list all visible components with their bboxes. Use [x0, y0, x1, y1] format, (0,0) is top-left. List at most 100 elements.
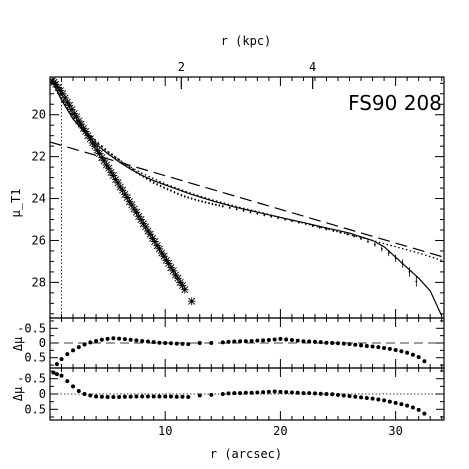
residual-1-point [353, 342, 358, 347]
residual-2-point [312, 391, 317, 396]
residual-1-point [186, 342, 191, 347]
residual-2-point [399, 402, 404, 407]
bulge-star-point [74, 117, 83, 125]
residual-1-point [422, 359, 427, 364]
residual-panel-2: 0.50-0.5 10 20 30 [17, 367, 445, 438]
data-point [187, 196, 190, 199]
bulge-star-point [118, 186, 127, 195]
main-plot-area [50, 77, 444, 317]
residual-2-point [76, 388, 81, 393]
residual-1-point [370, 344, 375, 349]
residual-1-point [140, 338, 145, 343]
residual-2-point [168, 394, 173, 399]
bulge-star-point [102, 161, 111, 169]
residual-2-point [347, 394, 352, 399]
residual-2-point [82, 392, 87, 396]
residual-2-point [186, 395, 191, 400]
data-point [152, 181, 155, 184]
x-tick-top-label: 2 [178, 60, 185, 74]
residual-1-point [266, 338, 271, 343]
data-point [346, 233, 349, 236]
residual-1-point [243, 339, 248, 344]
residual-1-point [88, 340, 93, 345]
bulge-star-point [107, 168, 115, 177]
y-tick-label: 28 [32, 275, 46, 289]
residual-1-point [117, 336, 122, 341]
data-point [415, 280, 418, 283]
y-axis-label: μ_T1 [9, 189, 23, 218]
data-point [221, 205, 224, 208]
residual-1-point [65, 352, 70, 357]
data-point [235, 208, 238, 211]
data-point [208, 202, 210, 205]
residual-2-point [197, 393, 202, 398]
residual-2-point [105, 395, 110, 400]
residual-1-point [278, 336, 283, 341]
bulge-star-point [100, 156, 108, 165]
bulge-star-point [104, 164, 113, 173]
residual-2-y-tick-label: 0 [39, 387, 46, 401]
residual-2-point [226, 391, 231, 396]
x-tick-label: 20 [273, 424, 287, 438]
residual-1-point [99, 337, 104, 342]
bulge-star-point [137, 215, 145, 224]
residual-1-point [393, 348, 398, 353]
residual-2-point [289, 390, 294, 395]
bulge-star-point [164, 259, 173, 268]
bulge-star-point [77, 120, 85, 128]
bulge-star-point [144, 227, 152, 235]
residual-1-point [324, 340, 329, 345]
residual-1-y-tick-label: 0.5 [24, 351, 46, 365]
total-model-dotted-line [51, 78, 442, 262]
bulge-star-point [61, 94, 69, 102]
residual-2-point [370, 396, 375, 401]
residual-1-point [330, 341, 335, 345]
bulge-star-point [171, 271, 180, 279]
residual-2-point [54, 372, 59, 377]
residual-1-point [163, 341, 168, 345]
data-point [228, 206, 231, 209]
residual-2-point [261, 390, 266, 395]
y-tick-label: 22 [32, 150, 46, 164]
data-point [176, 192, 179, 195]
data-point [367, 240, 369, 243]
bulge-star-point [174, 274, 182, 283]
residual-1-point [128, 337, 133, 342]
residual-1-point [226, 339, 231, 344]
residual-2-point [255, 390, 260, 395]
data-point [190, 197, 193, 200]
residual-1-point [168, 341, 173, 346]
bulge-star-point [123, 193, 132, 202]
x-tick-label: 10 [158, 424, 172, 438]
residual-1-point [180, 341, 185, 346]
data-point [163, 186, 165, 189]
residual-2-point [295, 390, 300, 395]
data-point [373, 243, 376, 246]
bulge-star-point [127, 200, 136, 209]
disk-model-dashed-line [50, 141, 444, 258]
residual-2-point [174, 394, 179, 399]
residual-2-point [209, 392, 214, 397]
residual-1-point [197, 341, 202, 345]
residual-1-point [416, 355, 421, 360]
bulge-star-point [167, 263, 175, 272]
data-point [360, 237, 362, 240]
residual-1-y-label: Δμ [11, 337, 25, 351]
residual-2-point [382, 398, 387, 403]
bulge-star-point [116, 183, 125, 191]
residual-2-point [249, 390, 254, 395]
residual-1-point [301, 339, 306, 344]
bulge-star-point [134, 212, 143, 221]
residual-1-point [249, 338, 254, 343]
residual-1-point [220, 340, 225, 345]
residual-2-point [140, 394, 145, 399]
residual-1-point [255, 338, 260, 343]
bulge-star-point [58, 89, 67, 98]
data-point [218, 204, 221, 207]
residual-2-point [272, 389, 277, 394]
bulge-star-point [148, 234, 157, 243]
residual-panel-1: 0.50-0.5 [17, 317, 445, 369]
bulge-star-point [157, 249, 166, 257]
data-point [408, 270, 411, 273]
